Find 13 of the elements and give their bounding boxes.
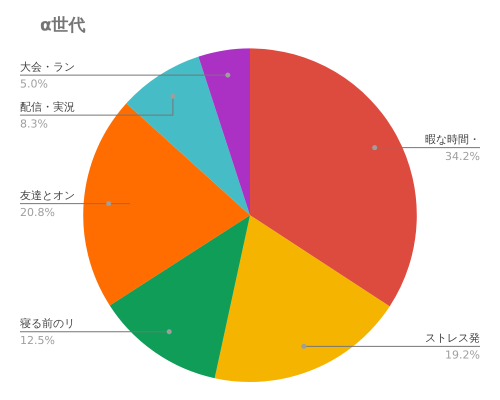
slice-label: 大会・ラン xyxy=(20,60,75,74)
slice-label: 暇な時間・ xyxy=(425,133,480,146)
slice-label: 寝る前のリ xyxy=(20,317,75,330)
data-label: 5.0% xyxy=(20,78,48,91)
data-label: 12.5% xyxy=(20,334,55,348)
slice-label: 友達とオン xyxy=(20,188,75,202)
slice-label: 配信・実況 xyxy=(20,100,75,114)
data-label: 20.8% xyxy=(20,206,55,219)
data-label: 8.3% xyxy=(20,118,48,131)
chart-title: α世代 xyxy=(40,16,86,36)
slice-label: ストレス発 xyxy=(425,332,480,345)
data-label: 19.2% xyxy=(445,348,480,362)
data-label: 34.2% xyxy=(445,150,480,164)
